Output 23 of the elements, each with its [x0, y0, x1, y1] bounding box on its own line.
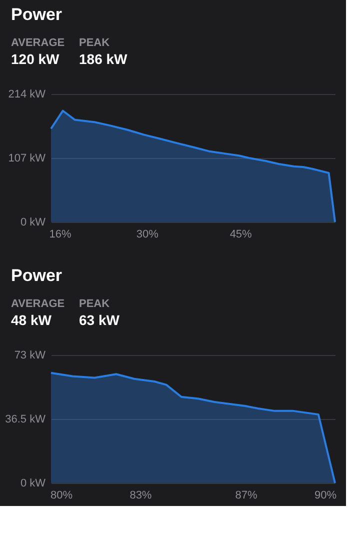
- y-tick-label: 36.5 kW: [5, 414, 46, 426]
- y-tick-label: 214 kW: [8, 88, 46, 100]
- text: 63 kW: [79, 312, 120, 328]
- x-tick-label: 80%: [50, 490, 73, 502]
- chart-title: Power: [11, 266, 62, 285]
- y-tick-label: 73 kW: [14, 350, 46, 362]
- y-tick-label: 0 kW: [20, 216, 46, 228]
- y-tick-label: 0 kW: [20, 478, 46, 490]
- text: AVERAGE: [11, 37, 65, 49]
- x-tick-label: 90%: [314, 490, 337, 502]
- x-tick-label: 30%: [136, 228, 159, 240]
- text: 186 kW: [79, 51, 128, 67]
- x-tick-label: 83%: [130, 490, 152, 502]
- x-tick-label: 87%: [235, 490, 258, 502]
- x-tick-label: 16%: [49, 228, 72, 240]
- text: PEAK: [79, 37, 110, 49]
- text: 48 kW: [11, 312, 52, 328]
- chart-title: Power: [11, 5, 62, 24]
- x-tick-label: 45%: [230, 228, 252, 240]
- text: AVERAGE: [11, 298, 65, 310]
- text: PEAK: [79, 298, 110, 310]
- text: 120 kW: [11, 51, 60, 67]
- y-tick-label: 107 kW: [8, 152, 46, 164]
